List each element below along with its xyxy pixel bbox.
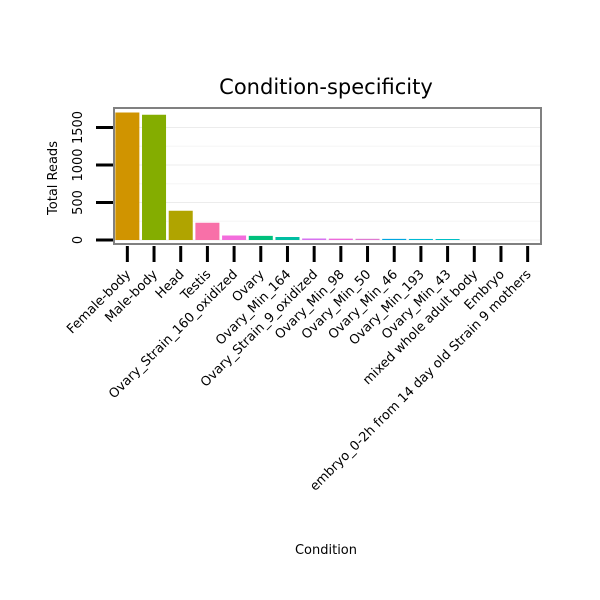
- y-tick-label: 0: [71, 236, 86, 244]
- y-tick-label: 1000: [71, 148, 86, 181]
- bar-male-body: [142, 114, 167, 240]
- bar-female-body: [115, 112, 140, 240]
- bar-ovary-min-164: [275, 237, 300, 240]
- y-axis-label: Total Reads: [46, 141, 61, 216]
- bar-ovary-min-43: [435, 239, 460, 240]
- chart-title: Condition-specificity: [219, 75, 433, 99]
- bar-ovary-strain-160-oxidized: [222, 235, 247, 240]
- bar-ovary-strain-9-oxidized: [302, 238, 327, 240]
- y-tick-label: 1500: [71, 111, 86, 144]
- x-axis-label: Condition: [295, 543, 357, 558]
- bar-testis: [195, 222, 220, 240]
- bar-ovary-min-50: [355, 238, 380, 240]
- plot-border: [113, 107, 542, 245]
- bar-ovary-min-98: [328, 238, 353, 240]
- bar-ovary-min-193: [408, 238, 433, 240]
- y-tick-label: 500: [71, 190, 86, 215]
- plot-area: 050010001500Female-bodyMale-bodyHeadTest…: [64, 107, 542, 494]
- bar-ovary-min-46: [382, 238, 407, 240]
- bar-ovary: [248, 235, 273, 240]
- bar-head: [168, 210, 193, 240]
